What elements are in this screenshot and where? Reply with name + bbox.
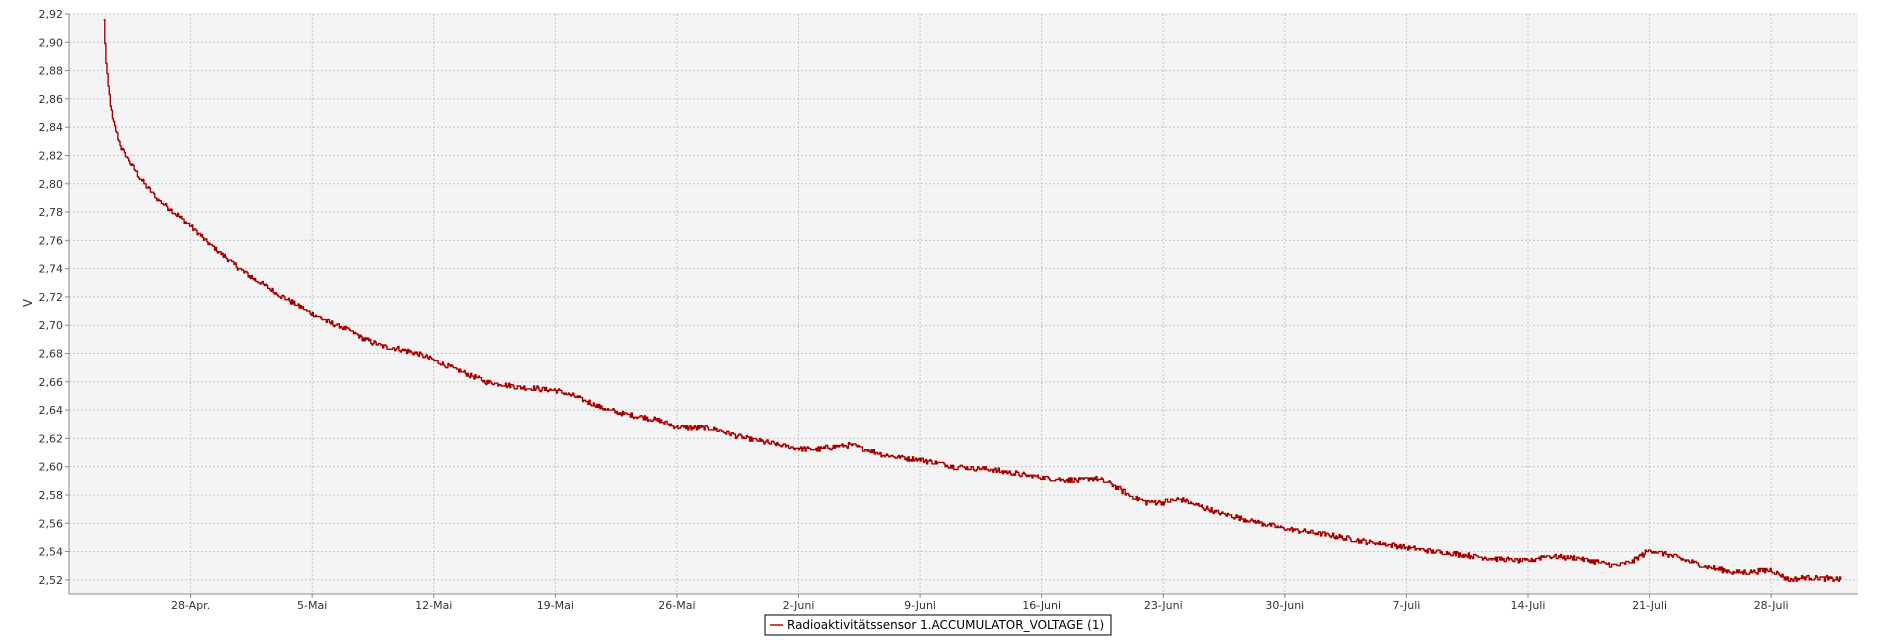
y-axis-label: V <box>21 298 35 307</box>
y-tick-label: 2,90 <box>39 36 64 49</box>
x-tick-label: 19-Mai <box>537 599 574 612</box>
y-tick-label: 2,72 <box>39 291 64 304</box>
y-tick-label: 2,82 <box>39 149 64 162</box>
series-layer <box>103 19 1842 582</box>
legend-label: Radioaktivitätssensor 1.ACCUMULATOR_VOLT… <box>787 618 1104 632</box>
y-tick-label: 2,84 <box>39 121 64 134</box>
y-tick-label: 2,70 <box>39 319 64 332</box>
x-tick-label: 23-Juni <box>1144 599 1183 612</box>
y-tick-label: 2,68 <box>39 348 64 361</box>
x-tick-label: 28-Apr. <box>171 599 210 612</box>
y-tick-label: 2,54 <box>39 546 64 559</box>
y-tick-label: 2,58 <box>39 489 64 502</box>
x-tick-label: 21-Juli <box>1632 599 1667 612</box>
x-tick-label: 9-Juni <box>904 599 936 612</box>
y-tick-label: 2,92 <box>39 8 64 21</box>
x-tick-label: 28-Juli <box>1754 599 1789 612</box>
y-tick-label: 2,60 <box>39 461 64 474</box>
plot-background <box>69 14 1858 594</box>
y-tick-label: 2,52 <box>39 574 64 587</box>
x-tick-label: 12-Mai <box>415 599 452 612</box>
x-tick-label: 14-Juli <box>1511 599 1546 612</box>
grid-lines <box>69 13 1858 594</box>
y-tick-label: 2,74 <box>39 263 64 276</box>
y-tick-label: 2,64 <box>39 404 64 417</box>
series-line <box>103 19 1842 582</box>
x-tick-label: 16-Juni <box>1022 599 1061 612</box>
y-tick-label: 2,56 <box>39 517 64 530</box>
x-tick-label: 2-Juni <box>783 599 815 612</box>
x-tick-label: 7-Juli <box>1392 599 1420 612</box>
y-tick-label: 2,86 <box>39 93 64 106</box>
y-axis: 2,52 2,54 2,56 2,58 2,60 2,62 2,64 2,66 2,68 2,70… <box>39 8 69 587</box>
y-tick-label: 2,66 <box>39 376 64 389</box>
x-axis: 28-Apr. 5-Mai 12-Mai 19-Mai 26-Mai 2-Juni 9-Ju… <box>171 594 1789 612</box>
legend-box <box>764 614 1112 636</box>
legend: Radioaktivitätssensor 1.ACCUMULATOR_VOLT… <box>764 614 1112 636</box>
x-tick-label: 5-Mai <box>297 599 327 612</box>
series-line-shadow <box>103 19 1841 582</box>
y-tick-label: 2,88 <box>39 65 64 78</box>
x-tick-label: 26-Mai <box>658 599 695 612</box>
y-tick-label: 2,80 <box>39 178 64 191</box>
y-tick-label: 2,78 <box>39 206 64 219</box>
y-tick-label: 2,62 <box>39 432 64 445</box>
x-tick-label: 30-Juni <box>1265 599 1304 612</box>
y-tick-label: 2,76 <box>39 234 64 247</box>
